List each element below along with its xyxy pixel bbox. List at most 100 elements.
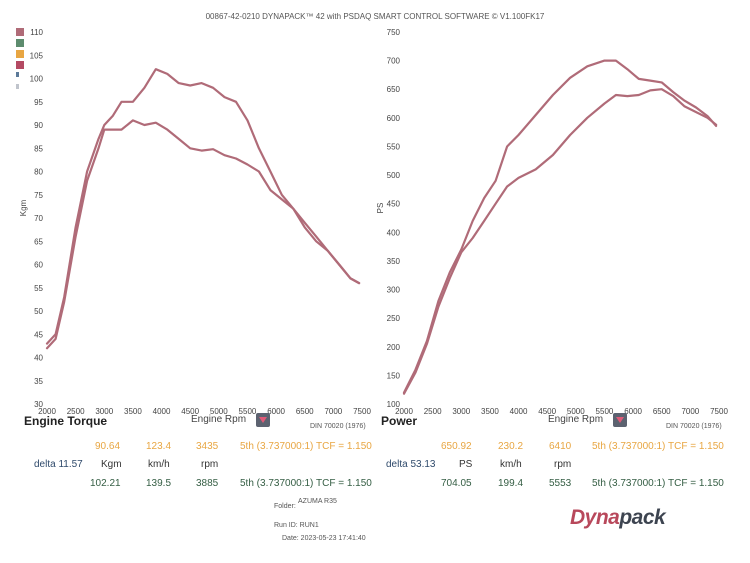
charts-svg: 30 35 40 45 50 55 60 65 70 75 80 85 90 95 100 105 110 200… xyxy=(19,28,728,416)
power-rpm-dropdown-button[interactable] xyxy=(613,413,627,427)
y-axis-label: Kgm xyxy=(19,199,28,216)
y-tick-label: 60 xyxy=(34,261,43,270)
legend-swatch xyxy=(16,84,19,89)
x-tick-label: 2000 xyxy=(38,407,56,416)
x-tick-label: 7000 xyxy=(681,407,699,416)
torque-row1-gear: 5th (3.737000:1) TCF = 1.150 xyxy=(240,441,372,452)
y-tick-label: 65 xyxy=(34,237,43,246)
legend-swatch xyxy=(16,28,24,36)
torque-delta: delta 11.57 xyxy=(34,459,83,470)
y-tick-label: 450 xyxy=(387,200,401,209)
power-row3-speed: 199.4 xyxy=(498,478,524,489)
power-row1-gear: 5th (3.737000:1) TCF = 1.150 xyxy=(592,441,724,452)
x-tick-label: 4500 xyxy=(538,407,556,416)
x-tick-label: 5500 xyxy=(596,407,614,416)
power-rpm-label: Engine Rpm xyxy=(548,414,604,425)
x-tick-label: 7500 xyxy=(353,407,371,416)
torque-row1-speed: 123.4 xyxy=(146,441,172,452)
footer-folder-name: AZUMA R35 xyxy=(298,498,337,505)
y-tick-label: 30 xyxy=(34,400,43,409)
x-tick-label: 2500 xyxy=(424,407,442,416)
torque-row3-rpm: 3885 xyxy=(196,478,219,489)
y-tick-label: 85 xyxy=(34,144,43,153)
footer-folder-label: Folder: xyxy=(274,503,296,510)
y-tick-label: 70 xyxy=(34,214,43,223)
header-title: 00867-42-0210 DYNAPACK™ 42 with PSDAQ SM… xyxy=(205,12,545,21)
x-tick-label: 5000 xyxy=(210,407,228,416)
power-din-label: DIN 70020 (1976) xyxy=(666,423,722,430)
footer-run-id: Run ID: RUN1 xyxy=(274,522,319,529)
y-tick-label: 300 xyxy=(387,286,401,295)
x-tick-label: 5500 xyxy=(239,407,257,416)
x-tick-label: 2000 xyxy=(395,407,413,416)
torque-row1-rpm: 3435 xyxy=(196,441,219,452)
y-tick-label: 55 xyxy=(34,284,43,293)
y-tick-label: 750 xyxy=(387,28,401,37)
power-rpm-unit: rpm xyxy=(554,459,572,470)
power-row1-speed: 230.2 xyxy=(498,441,524,452)
y-tick-label: 200 xyxy=(387,343,401,352)
y-tick-label: 100 xyxy=(387,400,401,409)
legend-swatch xyxy=(16,72,19,77)
power-unit: PS xyxy=(459,459,473,470)
torque-speed-unit: km/h xyxy=(148,459,170,470)
y-tick-label: 550 xyxy=(387,142,401,151)
power-row3-rpm: 5553 xyxy=(549,478,572,489)
torque-unit: Kgm xyxy=(101,459,122,470)
torque-din-label: DIN 70020 (1976) xyxy=(310,423,366,430)
y-axis-label: PS xyxy=(376,203,385,214)
x-tick-label: 7000 xyxy=(324,407,342,416)
torque-rpm-label: Engine Rpm xyxy=(191,414,247,425)
torque-rpm-unit: rpm xyxy=(201,459,219,470)
series-line-1 xyxy=(402,59,718,394)
x-tick-label: 3500 xyxy=(124,407,142,416)
y-tick-label: 35 xyxy=(34,377,43,386)
power-panel-title: Power xyxy=(381,414,418,428)
x-tick-label: 3000 xyxy=(452,407,470,416)
y-tick-label: 50 xyxy=(34,307,43,316)
y-tick-label: 500 xyxy=(387,171,401,180)
x-tick-label: 4500 xyxy=(181,407,199,416)
y-tick-label: 600 xyxy=(387,114,401,123)
x-tick-label: 4000 xyxy=(510,407,528,416)
series-line-2 xyxy=(45,119,361,350)
dynapack-logo: Dynapack xyxy=(570,506,666,529)
y-tick-label: 650 xyxy=(387,85,401,94)
y-tick-label: 45 xyxy=(34,330,43,339)
power-delta: delta 53.13 xyxy=(386,459,436,470)
legend-swatch xyxy=(16,61,24,69)
torque-rpm-dropdown-button[interactable] xyxy=(256,413,270,427)
power-speed-unit: km/h xyxy=(500,459,522,470)
torque-row3-speed: 139.5 xyxy=(146,478,172,489)
x-tick-label: 5000 xyxy=(567,407,585,416)
power-row3-gear: 5th (3.737000:1) TCF = 1.150 xyxy=(592,478,724,489)
torque-row3-value: 102.21 xyxy=(90,478,121,489)
power-row3-value: 704.05 xyxy=(441,478,472,489)
x-tick-label: 6500 xyxy=(296,407,314,416)
y-tick-label: 110 xyxy=(30,28,43,37)
x-tick-label: 3500 xyxy=(481,407,499,416)
y-tick-label: 700 xyxy=(387,57,401,66)
legend-swatch xyxy=(16,39,24,47)
y-tick-label: 90 xyxy=(34,121,43,130)
torque-panel-title: Engine Torque xyxy=(24,414,108,428)
x-tick-label: 6500 xyxy=(653,407,671,416)
y-tick-label: 80 xyxy=(34,168,43,177)
x-tick-label: 6000 xyxy=(624,407,642,416)
series-line-1 xyxy=(45,68,361,345)
power-row1-value: 650.92 xyxy=(441,441,472,452)
torque-row1-value: 90.64 xyxy=(95,441,121,452)
x-tick-label: 2500 xyxy=(67,407,85,416)
torque-row3-gear: 5th (3.737000:1) TCF = 1.150 xyxy=(240,478,372,489)
x-tick-label: 6000 xyxy=(267,407,285,416)
footer-date: Date: 2023-05-23 17:41:40 xyxy=(282,535,366,542)
y-tick-label: 150 xyxy=(387,371,401,380)
y-tick-label: 250 xyxy=(387,314,401,323)
x-tick-label: 3000 xyxy=(95,407,113,416)
y-tick-label: 105 xyxy=(30,51,44,60)
y-tick-label: 100 xyxy=(30,75,44,84)
legend-swatch xyxy=(16,50,24,58)
series-line-2 xyxy=(402,88,718,395)
y-tick-label: 40 xyxy=(34,354,43,363)
x-tick-label: 4000 xyxy=(153,407,171,416)
